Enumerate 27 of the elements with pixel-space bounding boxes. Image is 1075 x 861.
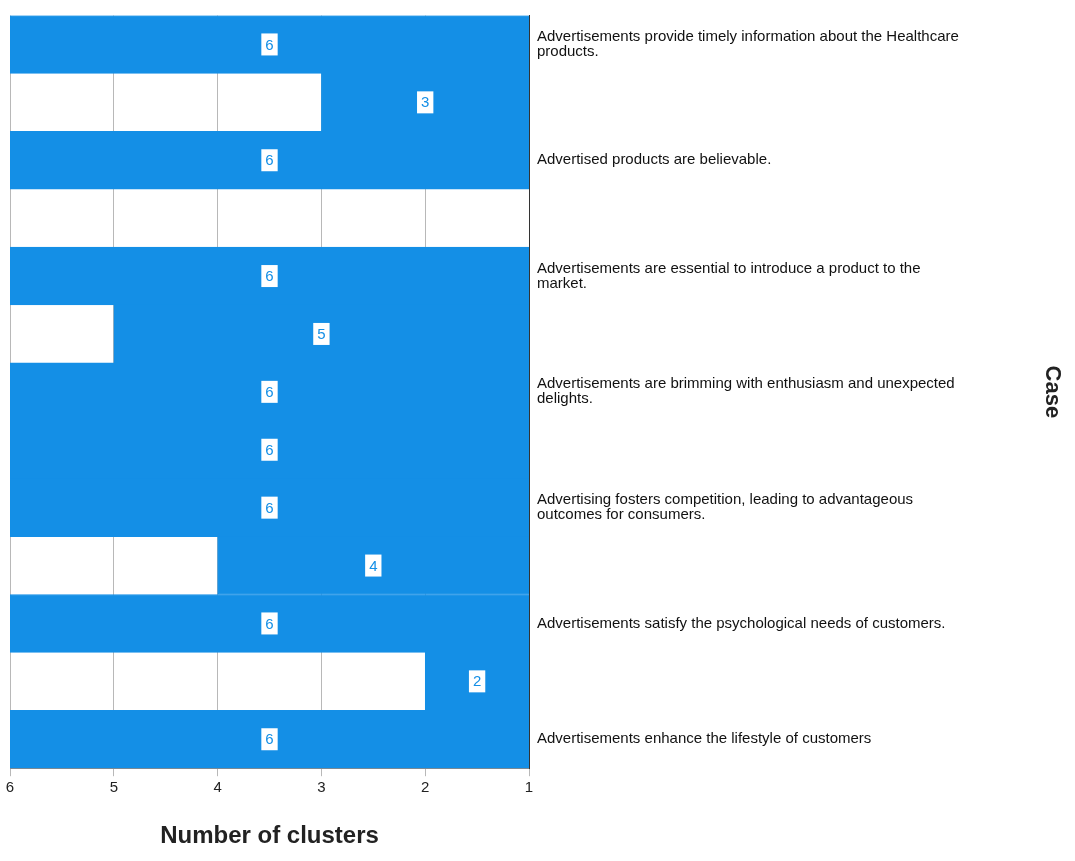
data-label: 6 [265, 35, 274, 53]
data-label: 6 [265, 498, 274, 516]
x-axis-title: Number of clusters [160, 821, 379, 849]
data-label: 2 [472, 672, 482, 690]
y-tick-label: Advertisements are essential to introduce a product to the market. [537, 258, 921, 291]
y-tick-label: Advertisements are brimming with enthusiasm and unexpected delights. [537, 374, 955, 407]
y-tick-label: Advertising fosters competition, leading to advantageous outcomes for consumers. [537, 490, 914, 523]
data-label: 5 [317, 325, 326, 343]
data-label: 6 [265, 151, 274, 169]
x-tick-label: 6 [5, 778, 15, 796]
y-tick-label: Advertisements enhance the lifestyle of customers [537, 729, 872, 747]
data-label: 3 [421, 93, 430, 111]
data-label: 6 [265, 614, 274, 632]
x-tick-label: 1 [524, 778, 534, 796]
y-axis-title: Case [1040, 365, 1066, 419]
data-label: 4 [369, 556, 378, 574]
x-tick-label: 2 [421, 778, 430, 796]
data-label: 6 [265, 730, 274, 748]
y-tick-label: Advertisements satisfy the psychological needs of customers. [537, 613, 946, 631]
y-tick-label: Advertised products are believable. [537, 150, 772, 168]
data-label: 6 [265, 382, 274, 400]
data-label: 6 [265, 440, 274, 458]
data-label: 6 [265, 267, 274, 285]
x-tick-label: 4 [213, 778, 222, 796]
x-tick-label: 3 [317, 778, 326, 796]
y-tick-label: Advertisements provide timely information about the Healthcare products. [537, 27, 959, 60]
x-tick-label: 5 [109, 778, 118, 796]
